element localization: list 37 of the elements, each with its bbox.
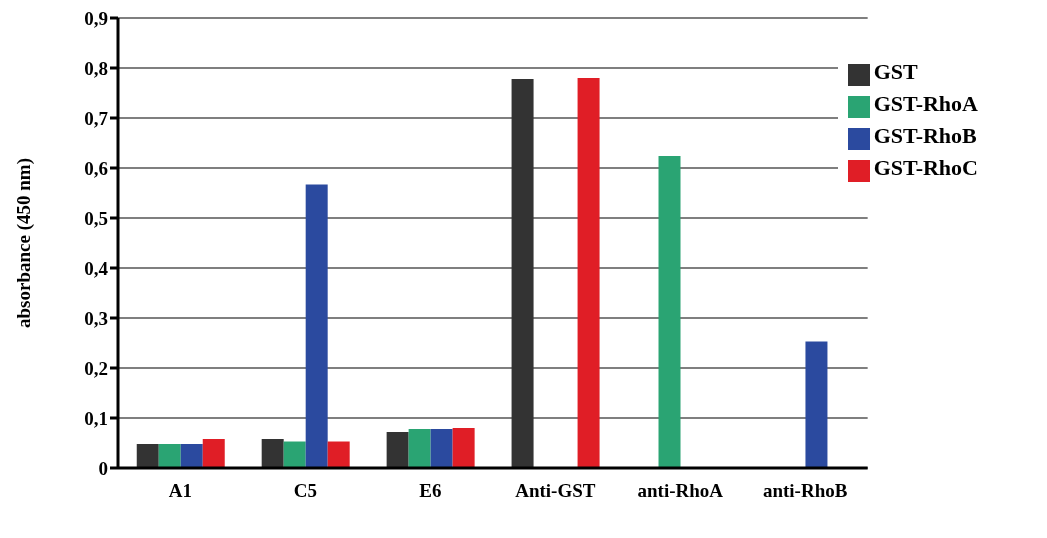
bar [261,439,284,468]
x-tick-label: Anti-GST [515,480,596,502]
bar [202,439,225,468]
bar [577,78,600,468]
bar [305,184,328,468]
y-tick-label: 0,9 [84,7,108,29]
y-tick-label: 0 [98,457,108,479]
y-tick-label: 0,8 [84,57,108,79]
bar [658,156,681,468]
y-tick-label: 0,3 [84,307,108,329]
y-tick-label: 0,7 [84,107,109,129]
bar [158,444,181,468]
legend-label: GST-RhoC [873,155,978,180]
bar [136,444,159,468]
bar [180,444,203,468]
bar [511,79,534,468]
y-tick-label: 0,6 [84,157,108,179]
y-tick-label: 0,5 [84,207,108,229]
legend-label: GST-RhoB [873,123,977,148]
bar [452,428,475,468]
bar [430,429,453,468]
bar [327,441,350,468]
y-axis-title: absorbance (450 nm) [12,158,35,328]
x-tick-label: E6 [419,480,442,502]
y-tick-label: 0,2 [84,357,108,379]
bar [283,441,306,468]
bar [386,432,409,468]
x-tick-label: C5 [293,480,318,502]
y-tick-label: 0,4 [84,257,109,279]
legend-label: GST [873,59,918,84]
x-tick-label: anti-RhoA [637,480,724,502]
bar [408,429,431,468]
legend-label: GST-RhoA [873,91,978,116]
x-tick-label: A1 [168,480,193,502]
y-tick-label: 0,1 [84,407,108,429]
x-tick-label: anti-RhoB [762,480,848,502]
bar [805,341,828,468]
